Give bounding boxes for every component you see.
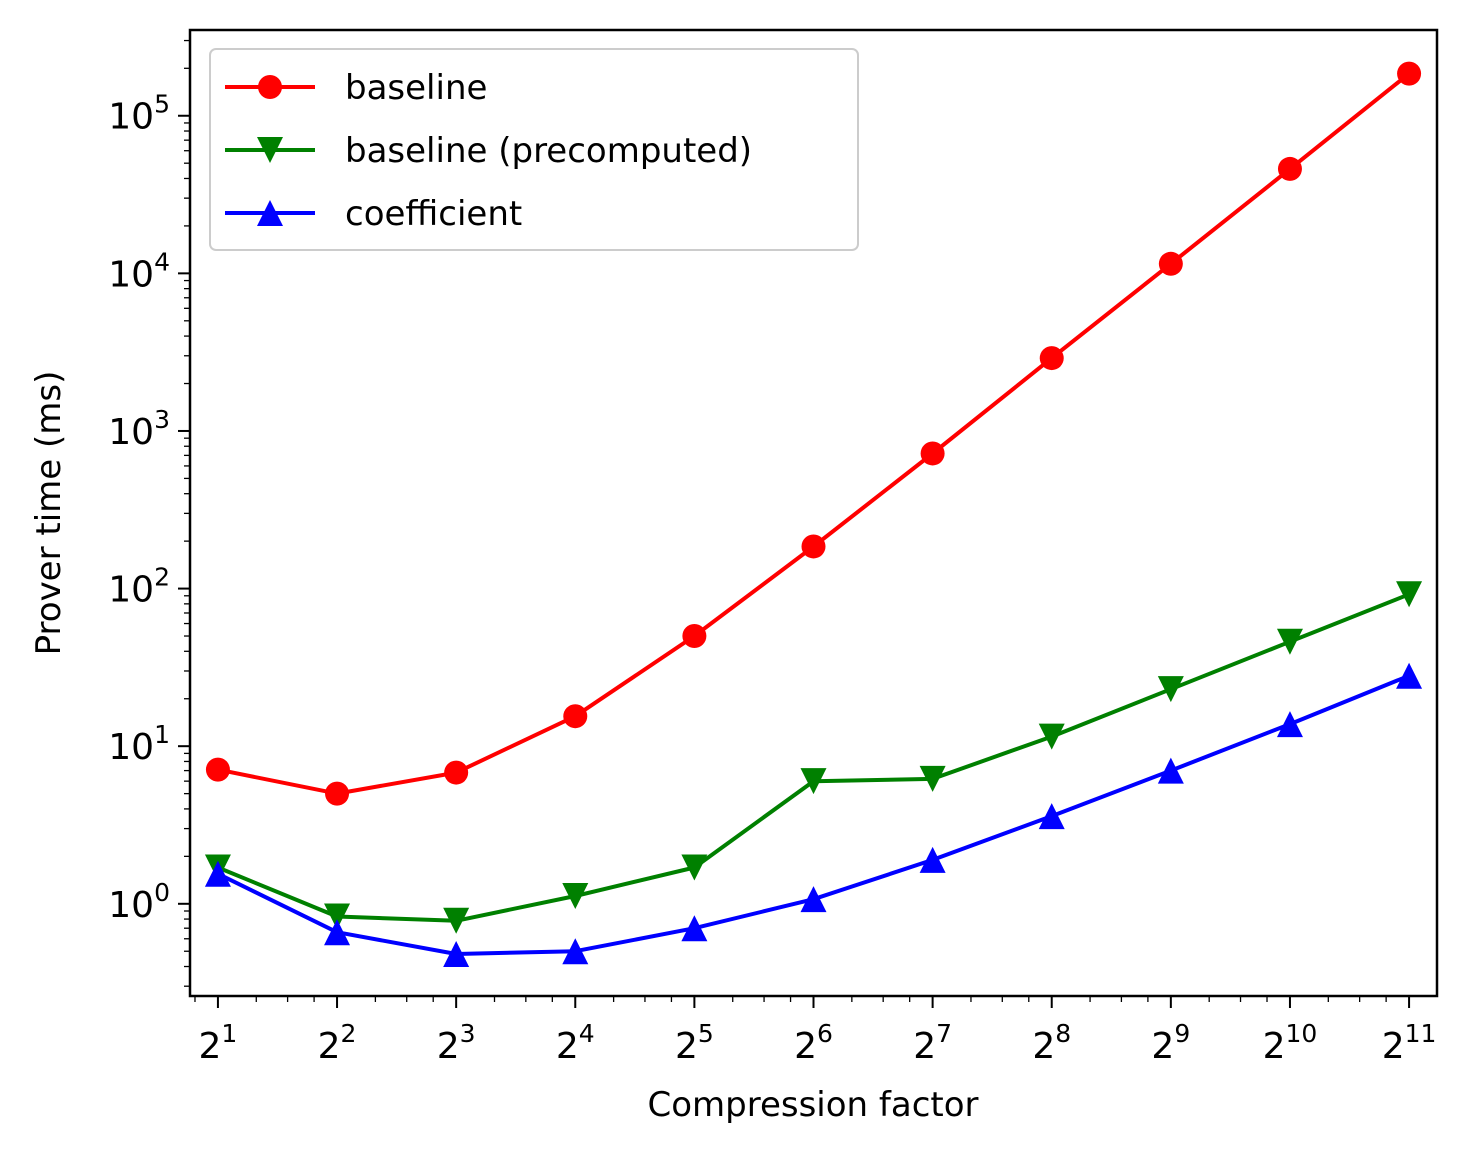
legend-label: baseline (345, 68, 487, 108)
x-tick-label: 28 (1032, 1019, 1071, 1067)
data-point (324, 919, 351, 946)
legend-box (209, 48, 859, 251)
y-tick-label: 105 (108, 90, 170, 138)
x-tick-label: 21 (199, 1019, 238, 1067)
series-coefficient (204, 662, 1423, 968)
axis-ticks: 21 22 23 24 25 26 27 28 29 210 211 100 101 102 103 104 1… (108, 39, 1437, 1067)
data-point (801, 534, 826, 559)
data-point (919, 846, 946, 873)
data-point (1038, 803, 1065, 830)
y-axis-title: Prover time (ms) (29, 371, 69, 656)
data-point (324, 903, 351, 930)
x-tick-label: 24 (556, 1019, 595, 1067)
legend-marker (258, 75, 282, 99)
data-point (1397, 61, 1422, 86)
data-point (681, 915, 708, 942)
legend-marker (257, 137, 283, 163)
x-tick-label: 29 (1151, 1019, 1190, 1067)
series-baseline-precomputed (204, 581, 1423, 934)
data-point (1277, 156, 1302, 181)
data-point (1038, 723, 1065, 750)
y-tick-label: 104 (108, 247, 170, 295)
data-point (800, 768, 827, 795)
data-point (443, 941, 470, 968)
x-tick-label: 211 (1382, 1019, 1437, 1067)
data-point (681, 854, 708, 881)
data-point (1157, 676, 1184, 703)
data-point (1158, 251, 1183, 276)
data-point (800, 886, 827, 913)
legend-marker (257, 200, 283, 226)
data-point (563, 704, 588, 729)
data-point (562, 938, 589, 965)
data-point (1039, 346, 1064, 371)
legend-entry: baseline (225, 68, 487, 108)
y-tick-label: 103 (108, 405, 170, 453)
legend-entry: baseline (precomputed) (225, 131, 752, 171)
data-point (443, 907, 470, 934)
data-point (682, 624, 707, 649)
x-tick-label: 27 (913, 1019, 952, 1067)
data-point (1157, 757, 1184, 784)
data-point (1396, 662, 1423, 689)
data-point (1276, 711, 1303, 738)
data-point (325, 781, 350, 806)
data-point (444, 760, 469, 785)
data-point (204, 860, 231, 887)
legend-entry: coefficient (225, 194, 522, 234)
legend-label: coefficient (345, 194, 522, 234)
x-axis-title: Compression factor (647, 1085, 978, 1125)
x-tick-label: 22 (318, 1019, 357, 1067)
y-tick-label: 101 (108, 720, 170, 768)
data-point (920, 441, 945, 466)
y-tick-label: 100 (108, 878, 170, 926)
series-baseline (205, 61, 1422, 806)
x-tick-label: 25 (675, 1019, 714, 1067)
data-point (562, 883, 589, 910)
data-series (204, 61, 1423, 968)
data-point (919, 765, 946, 792)
y-tick-label: 102 (108, 563, 170, 611)
x-tick-label: 23 (437, 1019, 476, 1067)
data-point (205, 757, 230, 782)
data-point (1276, 628, 1303, 655)
x-tick-label: 26 (794, 1019, 833, 1067)
data-point (1396, 581, 1423, 608)
legend: baseline baseline (precomputed) coefficien… (209, 48, 859, 251)
x-tick-label: 210 (1263, 1019, 1318, 1067)
legend-label: baseline (precomputed) (345, 131, 752, 171)
